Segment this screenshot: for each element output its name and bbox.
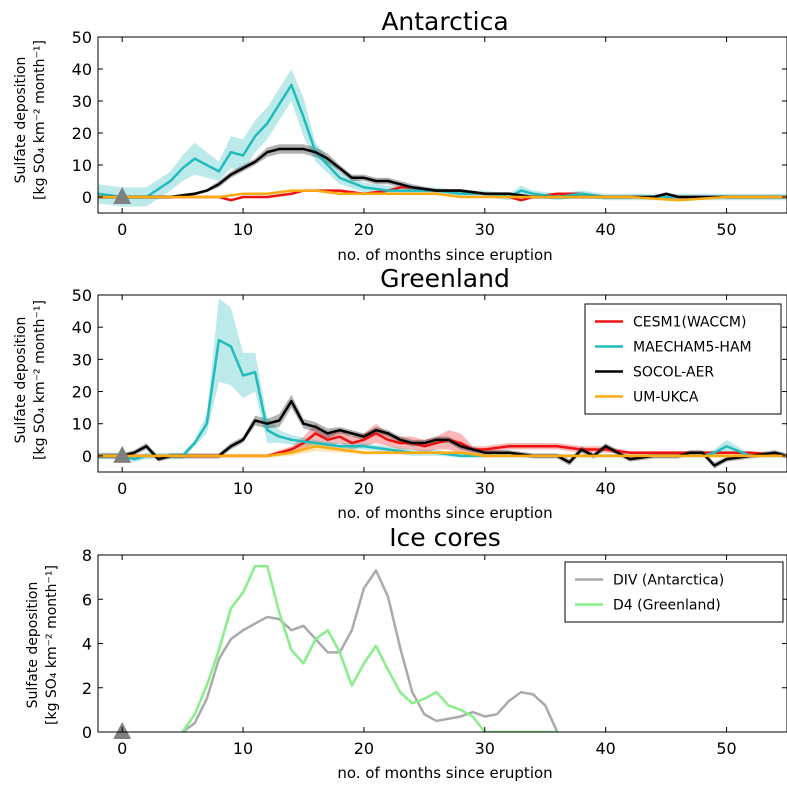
series-line-cesm1-waccm- bbox=[98, 432, 787, 458]
plot-area: 0 10 20 30 40 50 0 2 4 6 8 DIV (Antarctica) D4 (Gree… bbox=[82, 546, 787, 758]
y-axis-label-line2: [kg SO₄ km⁻² month⁻¹] bbox=[32, 300, 48, 460]
legend-label: UM-UKCA bbox=[633, 390, 699, 406]
y-tick-label: 40 bbox=[72, 60, 92, 79]
y-axis-label-line1: Sulfate deposition bbox=[25, 582, 41, 709]
legend-label: SOCOL-AER bbox=[633, 365, 714, 381]
series-band-maecham5-ham bbox=[98, 298, 787, 463]
series-line-div-antarctica- bbox=[181, 569, 559, 732]
y-tick-label: 20 bbox=[72, 124, 92, 143]
x-tick-label: 30 bbox=[475, 479, 495, 498]
series-line-um-ukca bbox=[98, 445, 787, 458]
x-tick-label: 30 bbox=[475, 220, 495, 239]
plot-area: 0 10 20 30 40 50 0 10 20 30 40 50 CESM1(WACCM) MAECHA… bbox=[72, 286, 787, 498]
y-axis-label: Sulfate deposition [kg SO₄ km⁻² month⁻¹] bbox=[25, 565, 60, 725]
y-axis-label: Sulfate deposition [kg SO₄ km⁻² month⁻¹] bbox=[13, 40, 48, 200]
y-tick-label: 50 bbox=[72, 28, 92, 47]
plot-frame bbox=[97, 36, 787, 214]
y-tick-label: 0 bbox=[82, 447, 92, 466]
y-tick-label: 8 bbox=[82, 546, 92, 565]
plot-frame bbox=[97, 294, 787, 473]
panel-title: Ice cores bbox=[389, 523, 501, 552]
panel-antarctica: Antarctica Sulfate deposition [kg SO₄ km… bbox=[13, 7, 787, 264]
x-axis-label: no. of months since eruption bbox=[337, 764, 552, 782]
x-tick-label: 0 bbox=[117, 739, 127, 758]
plot-area: 0 10 20 30 40 50 0 10 20 30 40 50 bbox=[72, 28, 787, 239]
y-tick-label: 0 bbox=[82, 188, 92, 207]
x-axis-label: no. of months since eruption bbox=[337, 504, 552, 522]
series-group bbox=[98, 69, 787, 207]
x-tick-label: 40 bbox=[596, 739, 616, 758]
y-axis-label-line2: [kg SO₄ km⁻² month⁻¹] bbox=[32, 40, 48, 200]
panel-greenland: Greenland Sulfate deposition [kg SO₄ km⁻… bbox=[13, 264, 787, 522]
legend-label: CESM1(WACCM) bbox=[633, 315, 746, 331]
panel-ice-cores: Ice cores Sulfate deposition [kg SO₄ km⁻… bbox=[25, 523, 787, 782]
x-tick-label: 50 bbox=[716, 739, 736, 758]
x-tick-label: 50 bbox=[716, 479, 736, 498]
series-group bbox=[98, 298, 787, 469]
y-tick-label: 10 bbox=[72, 156, 92, 175]
y-tick-label: 4 bbox=[82, 635, 92, 654]
y-tick-label: 10 bbox=[72, 415, 92, 434]
x-tick-label: 50 bbox=[716, 220, 736, 239]
x-tick-label: 40 bbox=[596, 220, 616, 239]
y-tick-label: 40 bbox=[72, 318, 92, 337]
y-axis-label: Sulfate deposition [kg SO₄ km⁻² month⁻¹] bbox=[13, 300, 48, 460]
y-tick-label: 6 bbox=[82, 590, 92, 609]
eruption-marker bbox=[113, 445, 132, 463]
x-tick-label: 30 bbox=[475, 739, 495, 758]
y-axis-label-line1: Sulfate deposition bbox=[13, 57, 29, 184]
y-axis-label-line1: Sulfate deposition bbox=[13, 317, 29, 444]
y-tick-label: 2 bbox=[82, 679, 92, 698]
series-line-d4-greenland- bbox=[181, 564, 558, 732]
series-band-maecham5-ham bbox=[98, 69, 787, 207]
legend-label: DIV (Antarctica) bbox=[613, 573, 724, 589]
x-tick-label: 40 bbox=[596, 479, 616, 498]
legend-label: MAECHAM5-HAM bbox=[633, 340, 752, 356]
x-tick-label: 10 bbox=[233, 220, 253, 239]
x-tick-label: 20 bbox=[354, 479, 374, 498]
x-tick-label: 20 bbox=[354, 739, 374, 758]
series-group bbox=[181, 564, 559, 732]
x-tick-label: 20 bbox=[354, 220, 374, 239]
y-tick-label: 20 bbox=[72, 383, 92, 402]
x-axis-label: no. of months since eruption bbox=[337, 246, 552, 264]
eruption-marker bbox=[113, 187, 132, 204]
legend: DIV (Antarctica) D4 (Greenland) bbox=[564, 561, 784, 623]
x-tick-label: 0 bbox=[117, 220, 127, 239]
y-axis-label-line2: [kg SO₄ km⁻² month⁻¹] bbox=[44, 565, 60, 725]
panel-title: Greenland bbox=[380, 264, 510, 293]
x-tick-label: 10 bbox=[233, 739, 253, 758]
x-tick-label: 10 bbox=[233, 479, 253, 498]
panel-title: Antarctica bbox=[381, 7, 508, 36]
y-tick-label: 30 bbox=[72, 92, 92, 111]
legend: CESM1(WACCM) MAECHAM5-HAM SOCOL-AER UM-UKCA bbox=[584, 303, 782, 415]
series-line-um-ukca bbox=[98, 189, 787, 202]
y-tick-label: 0 bbox=[82, 723, 92, 742]
y-tick-label: 50 bbox=[72, 286, 92, 305]
y-tick-label: 30 bbox=[72, 350, 92, 369]
legend-label: D4 (Greenland) bbox=[613, 598, 721, 614]
x-tick-label: 0 bbox=[117, 479, 127, 498]
series-line-maecham5-ham bbox=[98, 83, 787, 199]
legend-box bbox=[564, 561, 784, 623]
